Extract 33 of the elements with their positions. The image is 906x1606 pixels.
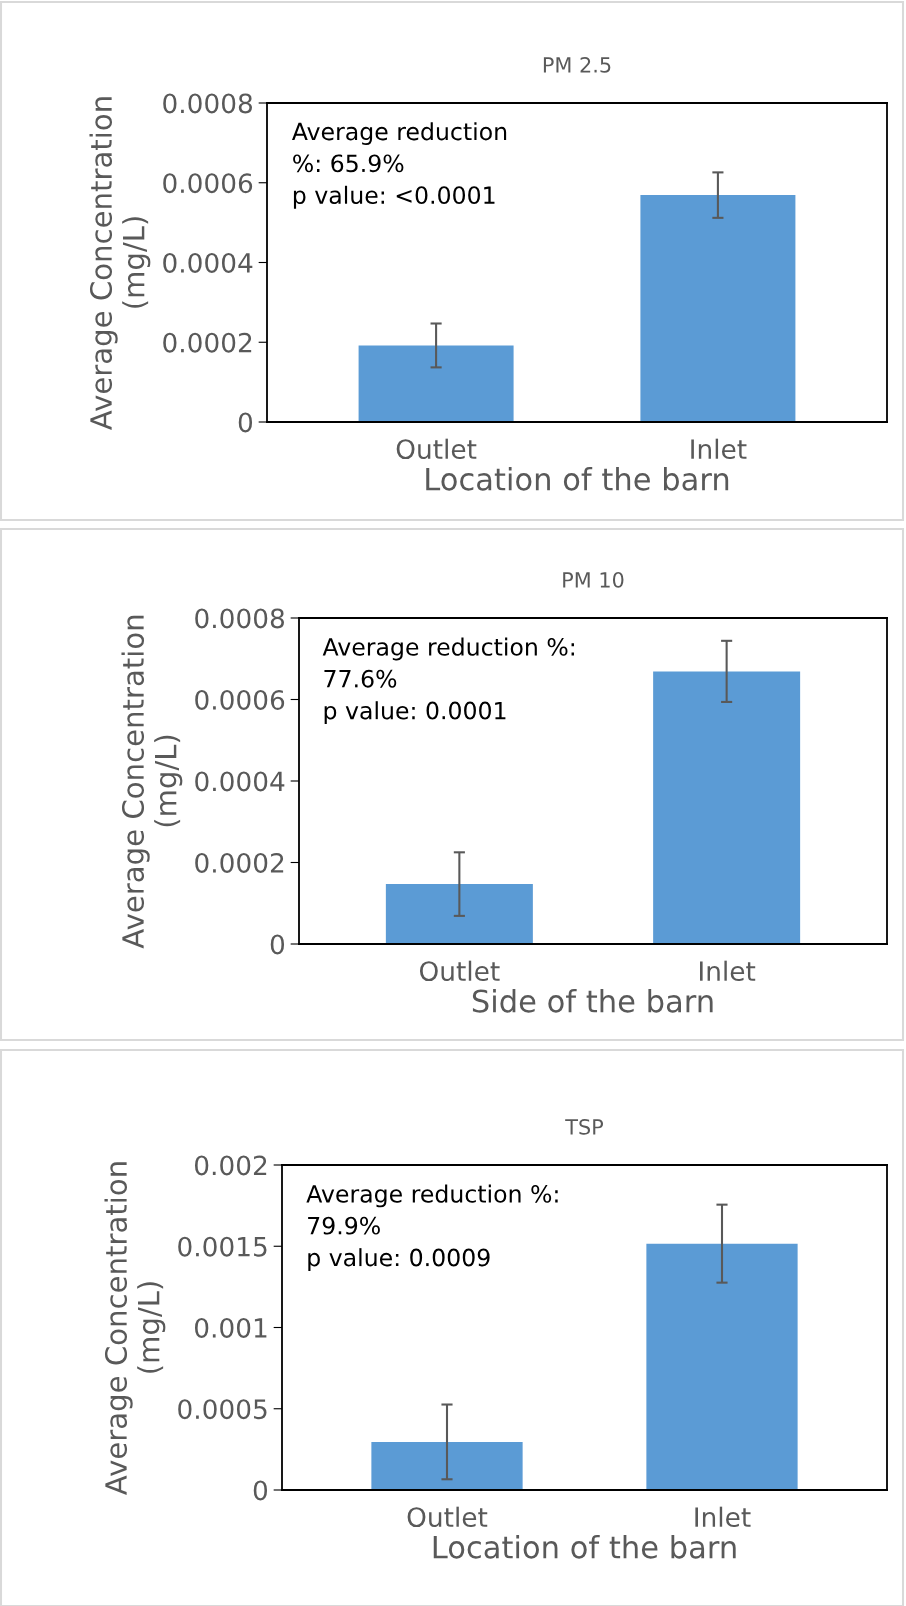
- y-tick-label: 0.0005: [178, 1399, 267, 1420]
- y-tick-label: 0: [270, 934, 285, 955]
- x-tick-label: Inlet: [691, 438, 747, 460]
- y-tick-label: 0.001: [195, 1317, 267, 1338]
- y-tick-label: 0.002: [195, 1155, 267, 1176]
- y-axis-title: Average Concentration (mg/L): [89, 97, 151, 430]
- x-axis-title: Location of the barn: [426, 466, 729, 491]
- x-axis-title: Location of the barn: [433, 1534, 736, 1559]
- y-axis-title: Average Concentration (mg/L): [121, 615, 183, 949]
- x-axis-title: Side of the barn: [472, 988, 713, 1013]
- y-tick-label: 0.0008: [195, 608, 284, 629]
- annotation: Average reduction %: 77.6% p value: 0.0001: [322, 637, 574, 725]
- x-tick-label: Outlet: [419, 960, 500, 982]
- y-axis-title: Average Concentration (mg/L): [104, 1162, 166, 1495]
- chart-title: PM 2.5: [543, 56, 611, 73]
- chart-title: TSP: [565, 1118, 604, 1135]
- y-tick-label: 0.0006: [195, 689, 285, 710]
- y-tick-label: 0.0002: [195, 852, 284, 873]
- x-tick-label: Inlet: [700, 960, 756, 982]
- y-tick-label: 0: [238, 412, 253, 433]
- annotation: Average reduction %: 79.9% p value: 0.0009: [306, 1184, 558, 1271]
- chart-title: PM 10: [563, 571, 624, 588]
- y-tick-label: 0: [253, 1480, 268, 1501]
- x-tick-label: Inlet: [695, 1506, 751, 1528]
- x-tick-label: Outlet: [407, 1506, 488, 1528]
- y-tick-label: 0.0004: [195, 771, 285, 792]
- y-tick-label: 0.0015: [178, 1236, 267, 1257]
- y-tick-label: 0.0004: [163, 252, 253, 273]
- y-tick-label: 0.0002: [163, 332, 252, 353]
- y-tick-label: 0.0008: [163, 93, 252, 114]
- y-tick-label: 0.0006: [163, 173, 253, 194]
- x-tick-label: Outlet: [396, 438, 477, 460]
- annotation: Average reduction %: 65.9% p value: <0.0001: [291, 122, 507, 209]
